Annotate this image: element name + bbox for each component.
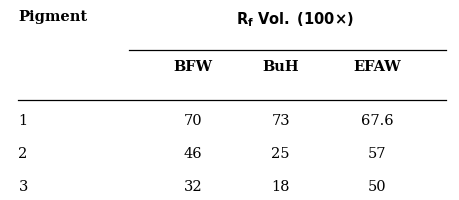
- Text: BFW: BFW: [174, 60, 212, 74]
- Text: 2: 2: [18, 147, 28, 161]
- Text: 67.6: 67.6: [360, 114, 392, 128]
- Text: 46: 46: [184, 147, 202, 161]
- Text: BuH: BuH: [262, 60, 298, 74]
- Text: 3: 3: [18, 180, 28, 194]
- Text: 50: 50: [367, 180, 386, 194]
- Text: 1: 1: [18, 114, 28, 128]
- Text: 18: 18: [271, 180, 289, 194]
- Text: 57: 57: [367, 147, 386, 161]
- Text: 25: 25: [271, 147, 289, 161]
- Text: Pigment: Pigment: [18, 10, 87, 24]
- Text: 70: 70: [184, 114, 202, 128]
- Text: 32: 32: [184, 180, 202, 194]
- Text: $\mathbf{R_f}$ $\mathbf{Vol.\ (100{\times})}$: $\mathbf{R_f}$ $\mathbf{Vol.\ (100{\time…: [235, 10, 353, 29]
- Text: 73: 73: [271, 114, 289, 128]
- Text: EFAW: EFAW: [353, 60, 400, 74]
